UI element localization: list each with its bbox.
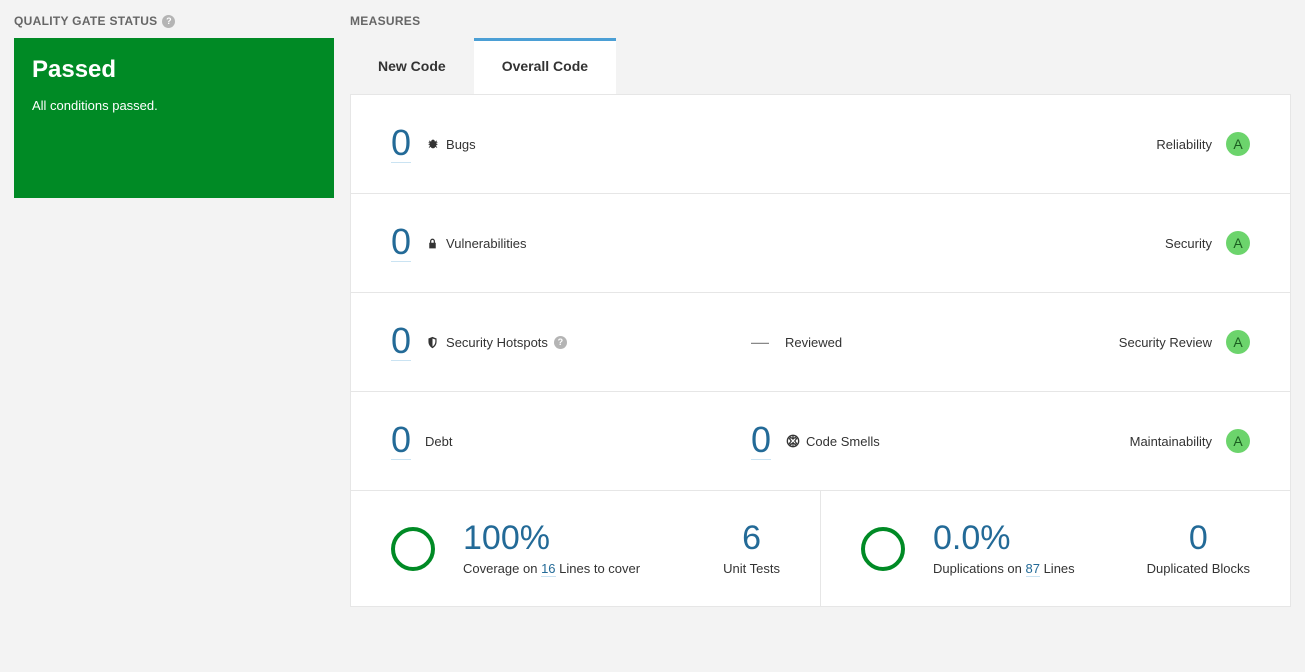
bug-icon [425,137,440,152]
coverage-lines-link[interactable]: 16 [541,561,555,577]
quality-gate-subtitle: All conditions passed. [32,98,316,113]
lock-icon [425,236,440,251]
security-review-label: Security Review [1119,335,1212,350]
measures-panel: 0 Bugs Reliability A 0 [350,94,1291,607]
code-smells-value[interactable]: 0 [751,422,771,460]
duplication-subtitle: Duplications on 87 Lines [933,561,1075,576]
bugs-value[interactable]: 0 [391,125,411,163]
debt-value[interactable]: 0 [391,422,411,460]
maintainability-rating[interactable]: A [1226,429,1250,453]
bottom-row: 100% Coverage on 16 Lines to cover 6 Uni… [351,490,1290,606]
coverage-donut-icon [391,527,435,571]
row-vulnerabilities: 0 Vulnerabilities Security A [351,193,1290,292]
quality-gate-status: Passed [32,56,316,84]
maintainability-label: Maintainability [1130,434,1212,449]
code-smells-label: Code Smells [806,434,880,449]
vulnerabilities-label: Vulnerabilities [446,236,526,251]
security-rating[interactable]: A [1226,231,1250,255]
tab-new-code[interactable]: New Code [350,38,474,94]
row-maintainability: 0 Debt 0 Code Smells Maintainabilit [351,391,1290,490]
row-bugs: 0 Bugs Reliability A [351,95,1290,193]
reliability-label: Reliability [1156,137,1212,152]
coverage-subtitle: Coverage on 16 Lines to cover [463,561,640,576]
bugs-label: Bugs [446,137,476,152]
hotspots-label: Security Hotspots [446,335,548,350]
row-hotspots: 0 Security Hotspots ? — Reviewed Securit… [351,292,1290,391]
shield-icon [425,335,440,350]
measures-header: MEASURES [350,14,1291,28]
tab-overall-code[interactable]: Overall Code [474,38,616,94]
duplicated-blocks-value[interactable]: 0 [1147,521,1250,555]
help-icon[interactable]: ? [162,15,175,28]
help-icon[interactable]: ? [554,336,567,349]
code-smell-icon [785,434,800,449]
reliability-rating[interactable]: A [1226,132,1250,156]
quality-gate-header: QUALITY GATE STATUS ? [14,14,334,28]
coverage-panel: 100% Coverage on 16 Lines to cover 6 Uni… [351,491,820,606]
vulnerabilities-value[interactable]: 0 [391,224,411,262]
unit-tests-value[interactable]: 6 [723,521,780,555]
duplication-percent[interactable]: 0.0% [933,521,1075,555]
quality-gate-panel: Passed All conditions passed. [14,38,334,198]
quality-gate-header-text: QUALITY GATE STATUS [14,14,157,28]
tabs: New Code Overall Code [350,38,1291,94]
duplication-lines-link[interactable]: 87 [1026,561,1040,577]
debt-label: Debt [425,434,452,449]
reviewed-label: Reviewed [785,335,842,350]
hotspots-value[interactable]: 0 [391,323,411,361]
security-review-rating[interactable]: A [1226,330,1250,354]
unit-tests-label: Unit Tests [723,561,780,576]
reviewed-dash: — [751,332,767,353]
coverage-percent[interactable]: 100% [463,521,640,555]
duplication-panel: 0.0% Duplications on 87 Lines 0 Duplicat… [820,491,1290,606]
duplication-donut-icon [861,527,905,571]
security-label: Security [1165,236,1212,251]
duplicated-blocks-label: Duplicated Blocks [1147,561,1250,576]
